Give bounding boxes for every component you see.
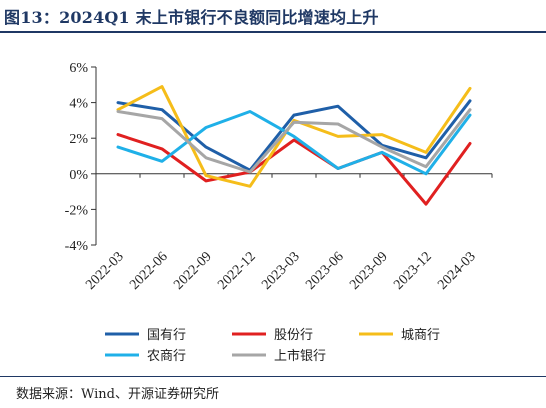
series-line	[116, 85, 472, 188]
x-tick-label: 2024-03	[435, 249, 479, 293]
y-tick-label: -4%	[65, 239, 89, 254]
y-tick-label: 4%	[69, 97, 88, 112]
y-tick-label: 2%	[69, 132, 88, 147]
x-tick-label: 2022-09	[171, 249, 215, 293]
source-divider	[0, 376, 546, 377]
title-underline	[0, 31, 546, 33]
x-tick-label: 2022-12	[215, 249, 259, 293]
legend-label: 上市银行	[274, 348, 326, 364]
legend-label: 城商行	[401, 328, 440, 343]
series-line	[116, 110, 472, 176]
figure-title: 图13：2024Q1 末上市银行不良额同比增速均上升	[4, 8, 379, 27]
x-tick-label: 2023-03	[259, 249, 303, 293]
legend-label: 国有行	[147, 328, 186, 343]
x-tick-label: 2022-06	[127, 249, 171, 293]
source-note: 数据来源：Wind、开源证券研究所	[16, 387, 219, 402]
series-line	[116, 133, 472, 206]
series-line	[116, 99, 472, 172]
legend-label: 农商行	[147, 349, 186, 364]
y-tick-label: -2%	[65, 203, 89, 218]
x-tick-label: 2023-09	[347, 249, 391, 293]
x-tick-label: 2023-06	[303, 249, 347, 293]
legend-label: 股份行	[274, 328, 313, 343]
x-tick-label: 2023-12	[391, 249, 435, 293]
line-chart: -4% -2% 0% 2% 4% 6% 2022-03 2022-06 2022-09 2022-…	[65, 61, 493, 364]
y-tick-label: 6%	[69, 61, 88, 76]
x-tick-label: 2022-03	[83, 249, 127, 293]
y-tick-label: 0%	[69, 168, 88, 183]
series-line	[116, 108, 472, 174]
